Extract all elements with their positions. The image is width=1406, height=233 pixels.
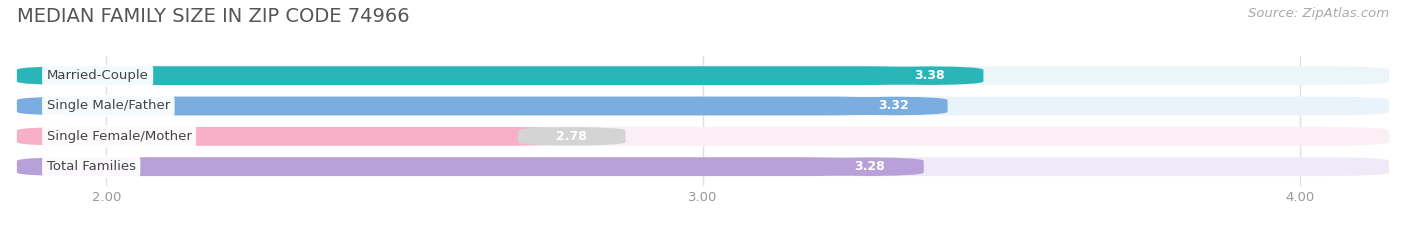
FancyBboxPatch shape <box>817 157 924 176</box>
FancyBboxPatch shape <box>517 127 626 146</box>
FancyBboxPatch shape <box>17 157 1389 176</box>
Text: 3.38: 3.38 <box>914 69 945 82</box>
FancyBboxPatch shape <box>841 97 948 115</box>
FancyBboxPatch shape <box>17 66 929 85</box>
Text: 2.78: 2.78 <box>557 130 588 143</box>
FancyBboxPatch shape <box>17 157 870 176</box>
FancyBboxPatch shape <box>17 97 1389 115</box>
Text: Married-Couple: Married-Couple <box>46 69 149 82</box>
FancyBboxPatch shape <box>876 66 983 85</box>
Text: MEDIAN FAMILY SIZE IN ZIP CODE 74966: MEDIAN FAMILY SIZE IN ZIP CODE 74966 <box>17 7 409 26</box>
FancyBboxPatch shape <box>17 127 572 146</box>
FancyBboxPatch shape <box>17 97 894 115</box>
FancyBboxPatch shape <box>17 66 1389 85</box>
Text: Total Families: Total Families <box>46 160 136 173</box>
Text: 3.32: 3.32 <box>879 99 910 113</box>
Text: Source: ZipAtlas.com: Source: ZipAtlas.com <box>1249 7 1389 20</box>
FancyBboxPatch shape <box>17 127 1389 146</box>
Text: Single Female/Mother: Single Female/Mother <box>46 130 191 143</box>
Text: Single Male/Father: Single Male/Father <box>46 99 170 113</box>
Text: 3.28: 3.28 <box>855 160 886 173</box>
